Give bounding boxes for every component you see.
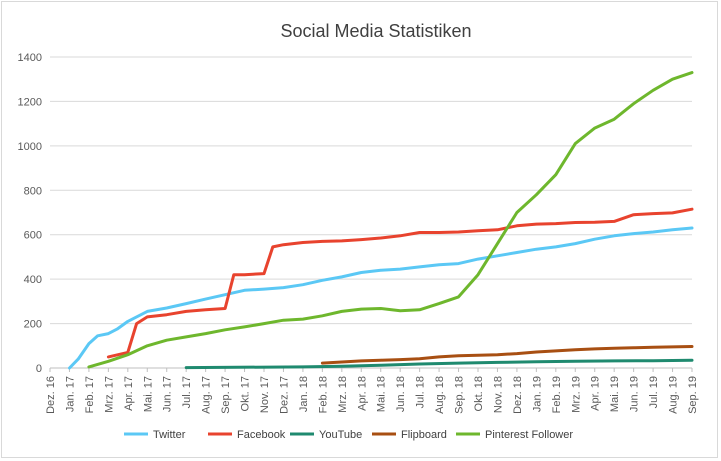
x-tick-label: Feb. 17 bbox=[84, 376, 96, 413]
series-line-youtube bbox=[184, 358, 694, 370]
y-tick-label: 400 bbox=[24, 274, 42, 286]
x-tick-label: Mrz. 18 bbox=[337, 376, 349, 413]
x-tick-label: Jul. 19 bbox=[648, 376, 660, 408]
y-tick-label: 1400 bbox=[18, 52, 42, 64]
x-tick-label: Jan. 17 bbox=[64, 376, 76, 412]
x-tick-label: Dez. 17 bbox=[278, 376, 290, 414]
x-tick-label: Jul. 17 bbox=[181, 376, 193, 408]
x-tick-label: Jan. 19 bbox=[531, 376, 543, 412]
series-line-twitter bbox=[68, 226, 694, 370]
series-lines bbox=[68, 71, 694, 370]
x-tick-label: Aug. 18 bbox=[434, 376, 446, 414]
x-tick-label: Okt. 18 bbox=[473, 376, 485, 411]
x-tick-label: Sep. 17 bbox=[220, 376, 232, 414]
x-tick-label: Feb. 19 bbox=[551, 376, 563, 413]
x-tick-label: Nov. 17 bbox=[259, 376, 271, 413]
y-tick-label: 200 bbox=[24, 319, 42, 331]
x-tick-label: Mrz. 19 bbox=[570, 376, 582, 413]
x-tick-label: Jun. 18 bbox=[395, 376, 407, 412]
y-tick-label: 800 bbox=[24, 185, 42, 197]
x-tick-label: Mai. 17 bbox=[142, 376, 154, 412]
x-tick-label: Okt. 17 bbox=[240, 376, 252, 411]
x-tick-label: Mrz. 17 bbox=[103, 376, 115, 413]
y-tick-label: 1200 bbox=[18, 96, 42, 108]
x-tick-label: Dez. 18 bbox=[512, 376, 524, 414]
x-tick-label: Apr. 18 bbox=[356, 376, 368, 411]
x-tick-label: Apr. 17 bbox=[123, 376, 135, 411]
x-tick-label: Dez. 16 bbox=[45, 376, 57, 414]
legend-label: Flipboard bbox=[401, 429, 447, 441]
chart-title: Social Media Statistiken bbox=[280, 21, 471, 41]
legend-label: Pinterest Follower bbox=[485, 429, 573, 441]
legend-label: Twitter bbox=[153, 429, 186, 441]
x-tick-label: Apr. 19 bbox=[590, 376, 602, 411]
x-tick-label: Jun. 19 bbox=[629, 376, 641, 412]
x-tick-label: Sep. 18 bbox=[454, 376, 466, 414]
x-tick-label: Jul. 18 bbox=[415, 376, 427, 408]
x-tick-label: Mai. 18 bbox=[376, 376, 388, 412]
x-tick-label: Feb. 18 bbox=[317, 376, 329, 413]
y-tick-label: 1000 bbox=[18, 141, 42, 153]
x-tick-label: Mai. 19 bbox=[609, 376, 621, 412]
x-tick-label: Jun. 17 bbox=[162, 376, 174, 412]
y-axis: 0 200 400 600 800 1000 1200 1400 bbox=[18, 52, 42, 375]
legend-label: Facebook bbox=[237, 429, 286, 441]
y-tick-label: 600 bbox=[24, 230, 42, 242]
x-tick-label: Aug. 17 bbox=[201, 376, 213, 414]
x-tick-label: Sep. 19 bbox=[687, 376, 699, 414]
gridlines bbox=[50, 56, 692, 369]
series-line-pinterest-follower bbox=[87, 71, 694, 369]
x-axis: Dez. 16 Jan. 17 Feb. 17 Mrz. 17 Apr. 17 Mai. … bbox=[45, 368, 699, 414]
x-tick-label: Jan. 18 bbox=[298, 376, 310, 412]
legend: Twitter Facebook YouTube Flipboard Pinterest… bbox=[124, 429, 573, 441]
series-line-flipboard bbox=[320, 345, 694, 365]
x-tick-label: Nov. 18 bbox=[492, 376, 504, 413]
legend-label: YouTube bbox=[319, 429, 362, 441]
x-tick-label: Aug. 19 bbox=[668, 376, 680, 414]
series-line-facebook bbox=[106, 207, 694, 359]
y-tick-label: 0 bbox=[36, 363, 42, 375]
